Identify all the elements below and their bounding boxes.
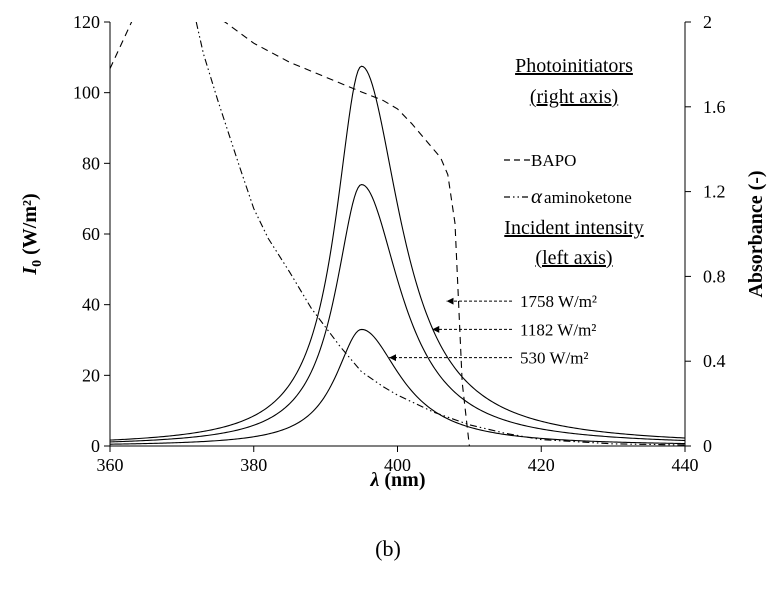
- x-tick-label: 380: [240, 455, 267, 475]
- absorbance-curve-0: [110, 22, 685, 446]
- y-tick-label: 120: [73, 12, 100, 32]
- x-tick-label: 360: [97, 455, 124, 475]
- y-tick-label: 0: [91, 436, 100, 456]
- intensity-curve-1: [110, 183, 685, 443]
- y-tick-label: 20: [82, 365, 100, 385]
- y-tick-label: 40: [82, 295, 100, 315]
- y2-tick-label: 0: [703, 436, 712, 456]
- y2-tick-label: 1.6: [703, 97, 726, 117]
- legend-intensity-title-2: (left axis): [535, 247, 612, 269]
- figure-caption: (b): [375, 536, 401, 561]
- legend-photoinitiators: Photoinitiators (right axis) BAPO α amino…: [504, 55, 633, 208]
- ticks-layer: 360 380 400 420 44002040608010012000.40.81.2…: [73, 12, 726, 475]
- y2-axis-title: Absorbance (-): [745, 170, 767, 297]
- y-tick-label: 60: [82, 224, 100, 244]
- legend-photo-title-1: Photoinitiators: [515, 55, 633, 77]
- legend-aminoketone-text: aminoketone: [544, 188, 632, 207]
- legend-intensity: Incident intensity (left axis): [504, 217, 643, 269]
- y-tick-label: 100: [73, 83, 100, 103]
- legend-alpha-symbol: α: [531, 184, 543, 208]
- y-axis-unit: (W/m²): [19, 193, 41, 260]
- x-axis-unit: (nm): [379, 469, 425, 491]
- y-axis-symbol: I: [19, 266, 41, 276]
- legend-aminoketone-label: α aminoketone: [531, 184, 632, 208]
- intensity-curve-0: [110, 65, 685, 441]
- x-axis-symbol: λ: [370, 469, 380, 491]
- y2-tick-label: 0.8: [703, 266, 726, 286]
- legend-bapo-label: BAPO: [531, 151, 576, 170]
- plot-layer: [110, 22, 685, 446]
- intensity-annotation-label: 530 W/m²: [520, 349, 589, 368]
- intensity-annotation-label: 1182 W/m²: [520, 320, 596, 339]
- intensity-annotation-label: 1758 W/m²: [520, 292, 597, 311]
- intensity-annotations: 1758 W/m² 1182 W/m² 530 W/m²: [389, 292, 597, 368]
- y2-tick-label: 1.2: [703, 182, 726, 202]
- y-axis-subscript: 0: [30, 260, 45, 267]
- intensity-curve-2: [110, 328, 685, 445]
- y-tick-label: 80: [82, 153, 100, 173]
- x-tick-label: 420: [528, 455, 555, 475]
- x-axis-title: λ (nm): [370, 469, 426, 491]
- y2-tick-label: 2: [703, 12, 712, 32]
- legend-intensity-title-1: Incident intensity: [504, 217, 643, 239]
- legend-photo-title-2: (right axis): [530, 86, 618, 108]
- x-tick-label: 440: [672, 455, 699, 475]
- x-tick-label: 400: [384, 455, 411, 475]
- y-axis-title: I0 (W/m²): [19, 193, 45, 275]
- y2-tick-label: 0.4: [703, 351, 726, 371]
